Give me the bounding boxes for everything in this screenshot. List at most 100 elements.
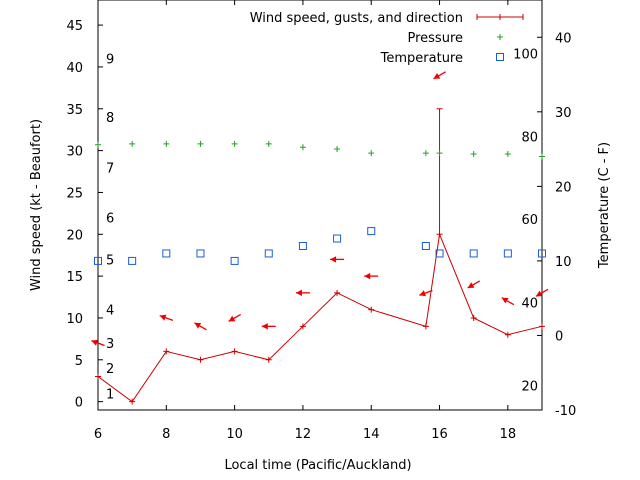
wind-speed-point [265,356,272,363]
temperature-point [162,249,171,258]
y-axis-label-right: Temperature (C - F) [597,142,612,269]
pressure-point [231,140,238,147]
y-left-tick-label: 10 [66,312,83,327]
x-tick-label: 6 [94,427,102,442]
fahrenheit-label: 80 [521,130,538,145]
wind-direction-arrowhead [228,315,236,322]
wind-direction-arrowhead [419,290,427,297]
pressure-point [470,150,477,157]
wind-direction-arrowhead [535,290,543,297]
temperature-point [230,256,239,265]
x-tick-label: 10 [226,427,243,442]
y-left-tick-label: 0 [75,396,83,411]
pressure-point [368,150,375,157]
y-axis-label-left: Wind speed (kt - Beaufort) [29,119,44,291]
x-tick-label: 18 [500,427,517,442]
fahrenheit-label: 100 [513,48,538,63]
wind-speed-point [470,314,477,321]
y-right-tick-label: 10 [555,255,572,270]
pressure-point [436,150,443,157]
wind-speed-point [129,398,136,405]
pressure-point [504,150,511,157]
axis-ticks: 6 8 10 12 14 16 18051015202530354045-100102030… [66,0,576,442]
wind-speed-point [163,348,170,355]
pressure-point [539,153,545,160]
pressure-point [334,145,341,152]
wind-direction-arrowhead [330,256,337,263]
wind-direction-arrowhead [467,282,475,288]
legend-label: Temperature [380,51,463,66]
temperature-point [128,256,137,265]
fahrenheit-label: 40 [521,297,538,312]
wind-direction-arrowhead [295,289,302,297]
y-left-tick-label: 35 [66,103,83,118]
y-left-tick-label: 15 [66,270,83,285]
y-left-tick-label: 25 [66,186,83,201]
beaufort-label: 9 [106,53,114,68]
beaufort-label: 2 [106,362,114,377]
y-right-tick-label: -10 [555,404,576,419]
wind-speed-point [299,323,306,330]
wind-direction-arrowhead [261,323,268,330]
beaufort-label: 4 [106,304,114,319]
pressure-point [129,140,136,147]
y-right-tick-label: 20 [555,180,572,195]
legend-swatch-marker [497,34,503,40]
y-left-tick-label: 30 [66,145,83,160]
pressure-point [197,140,204,147]
temperature-point [298,242,307,250]
wind-direction-arrowhead [159,314,167,321]
wind-direction-arrowhead [364,272,371,280]
x-axis-label: Local time (Pacific/Auckland) [224,458,411,473]
beaufort-label: 5 [106,253,114,268]
temperature-point [367,227,376,236]
y-left-tick-label: 40 [66,61,83,76]
temperature-point [94,256,102,265]
pressure-point [422,150,429,157]
legend: Wind speed, gusts, and direction Pressure… [250,11,524,66]
temperature-point [503,249,512,258]
wind-speed-point [539,323,545,330]
fahrenheit-labels: 20 40 60 80 100 [513,48,538,395]
wind-speed-point [422,323,429,330]
beaufort-label: 3 [106,337,114,352]
beaufort-label: 7 [106,161,114,176]
pressure-point [95,141,101,148]
wind-direction-arrowhead [501,297,509,304]
y-right-tick-label: 30 [555,106,572,121]
x-tick-label: 8 [162,427,170,442]
pressure-point [299,144,306,151]
wind-direction-arrowhead [91,339,99,346]
temperature-point [435,249,444,258]
wind-speed-point [368,306,375,313]
pressure-point [163,140,170,147]
fahrenheit-label: 60 [521,213,538,228]
beaufort-label: 8 [106,111,114,126]
fahrenheit-label: 20 [521,379,538,394]
legend-swatch-marker [497,14,503,20]
legend-label: Pressure [407,31,463,46]
wind-speed-line [97,232,543,403]
temperature-point [469,249,478,258]
temperature-point [333,234,342,243]
pressure-point [265,140,272,147]
x-tick-label: 16 [431,427,448,442]
y-right-tick-label: 40 [555,31,572,46]
wind-speed-point [504,331,511,338]
x-tick-label: 12 [295,427,312,442]
y-left-tick-label: 45 [66,19,83,34]
legend-label: Wind speed, gusts, and direction [250,11,463,26]
temperature-point [196,249,205,258]
wind-speed-point [231,348,238,355]
y-left-tick-label: 20 [66,228,83,243]
series-layer [91,71,549,405]
wind-direction-arrowhead [433,73,441,79]
temperature-point [264,249,273,258]
plot-frame [97,0,543,411]
y-right-tick-label: 0 [555,329,563,344]
beaufort-label: 6 [106,212,114,227]
wind-speed-point [334,289,341,296]
beaufort-label: 1 [106,387,114,402]
temperature-point [538,249,546,258]
wind-speed-point [197,356,204,363]
